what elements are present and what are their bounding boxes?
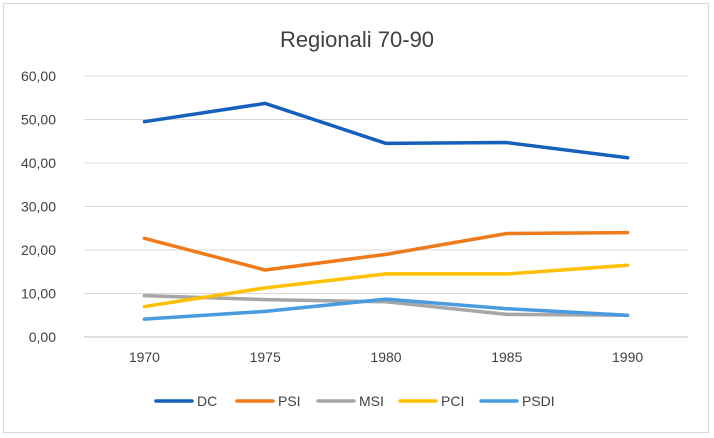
y-tick-label: 50,00 (21, 112, 56, 128)
y-tick-label: 40,00 (21, 155, 56, 171)
gridlines (84, 75, 688, 338)
legend-item-psdi: PSDI (479, 393, 555, 409)
series-lines (142, 101, 630, 321)
x-tick-label: 1990 (612, 349, 643, 365)
x-tick-label: 1980 (370, 349, 401, 365)
legend-label: PCI (441, 393, 464, 409)
series-line-pci (142, 263, 630, 309)
x-tick-label: 1985 (491, 349, 522, 365)
legend-item-dc: DC (154, 393, 217, 409)
y-tick-label: 20,00 (21, 242, 56, 258)
legend-item-psi: PSI (235, 393, 301, 409)
y-tick-label: 0,00 (29, 329, 56, 345)
x-axis-ticks: 1970 1975 1980 1985 1990 (129, 349, 644, 365)
legend-item-pci: PCI (398, 393, 464, 409)
y-tick-label: 10,00 (21, 286, 56, 302)
legend: DC PSI MSI PCI PSDI (154, 393, 555, 409)
series-line-psi (142, 230, 630, 272)
legend-item-msi: MSI (316, 393, 384, 409)
series-line-psdi (142, 297, 630, 321)
y-axis-ticks: 0,00 10,00 20,00 30,00 40,00 50,00 60,00 (21, 68, 56, 345)
legend-label: DC (197, 393, 217, 409)
legend-label: PSI (278, 393, 301, 409)
y-tick-label: 60,00 (21, 68, 56, 84)
legend-label: PSDI (522, 393, 555, 409)
chart-frame (3, 3, 709, 433)
series-line-dc (142, 101, 630, 160)
series-line-msi (142, 293, 630, 317)
chart-title: Regionali 70-90 (280, 27, 434, 52)
y-tick-label: 30,00 (21, 199, 56, 215)
x-tick-label: 1975 (250, 349, 281, 365)
x-tick-label: 1970 (129, 349, 160, 365)
legend-label: MSI (359, 393, 384, 409)
